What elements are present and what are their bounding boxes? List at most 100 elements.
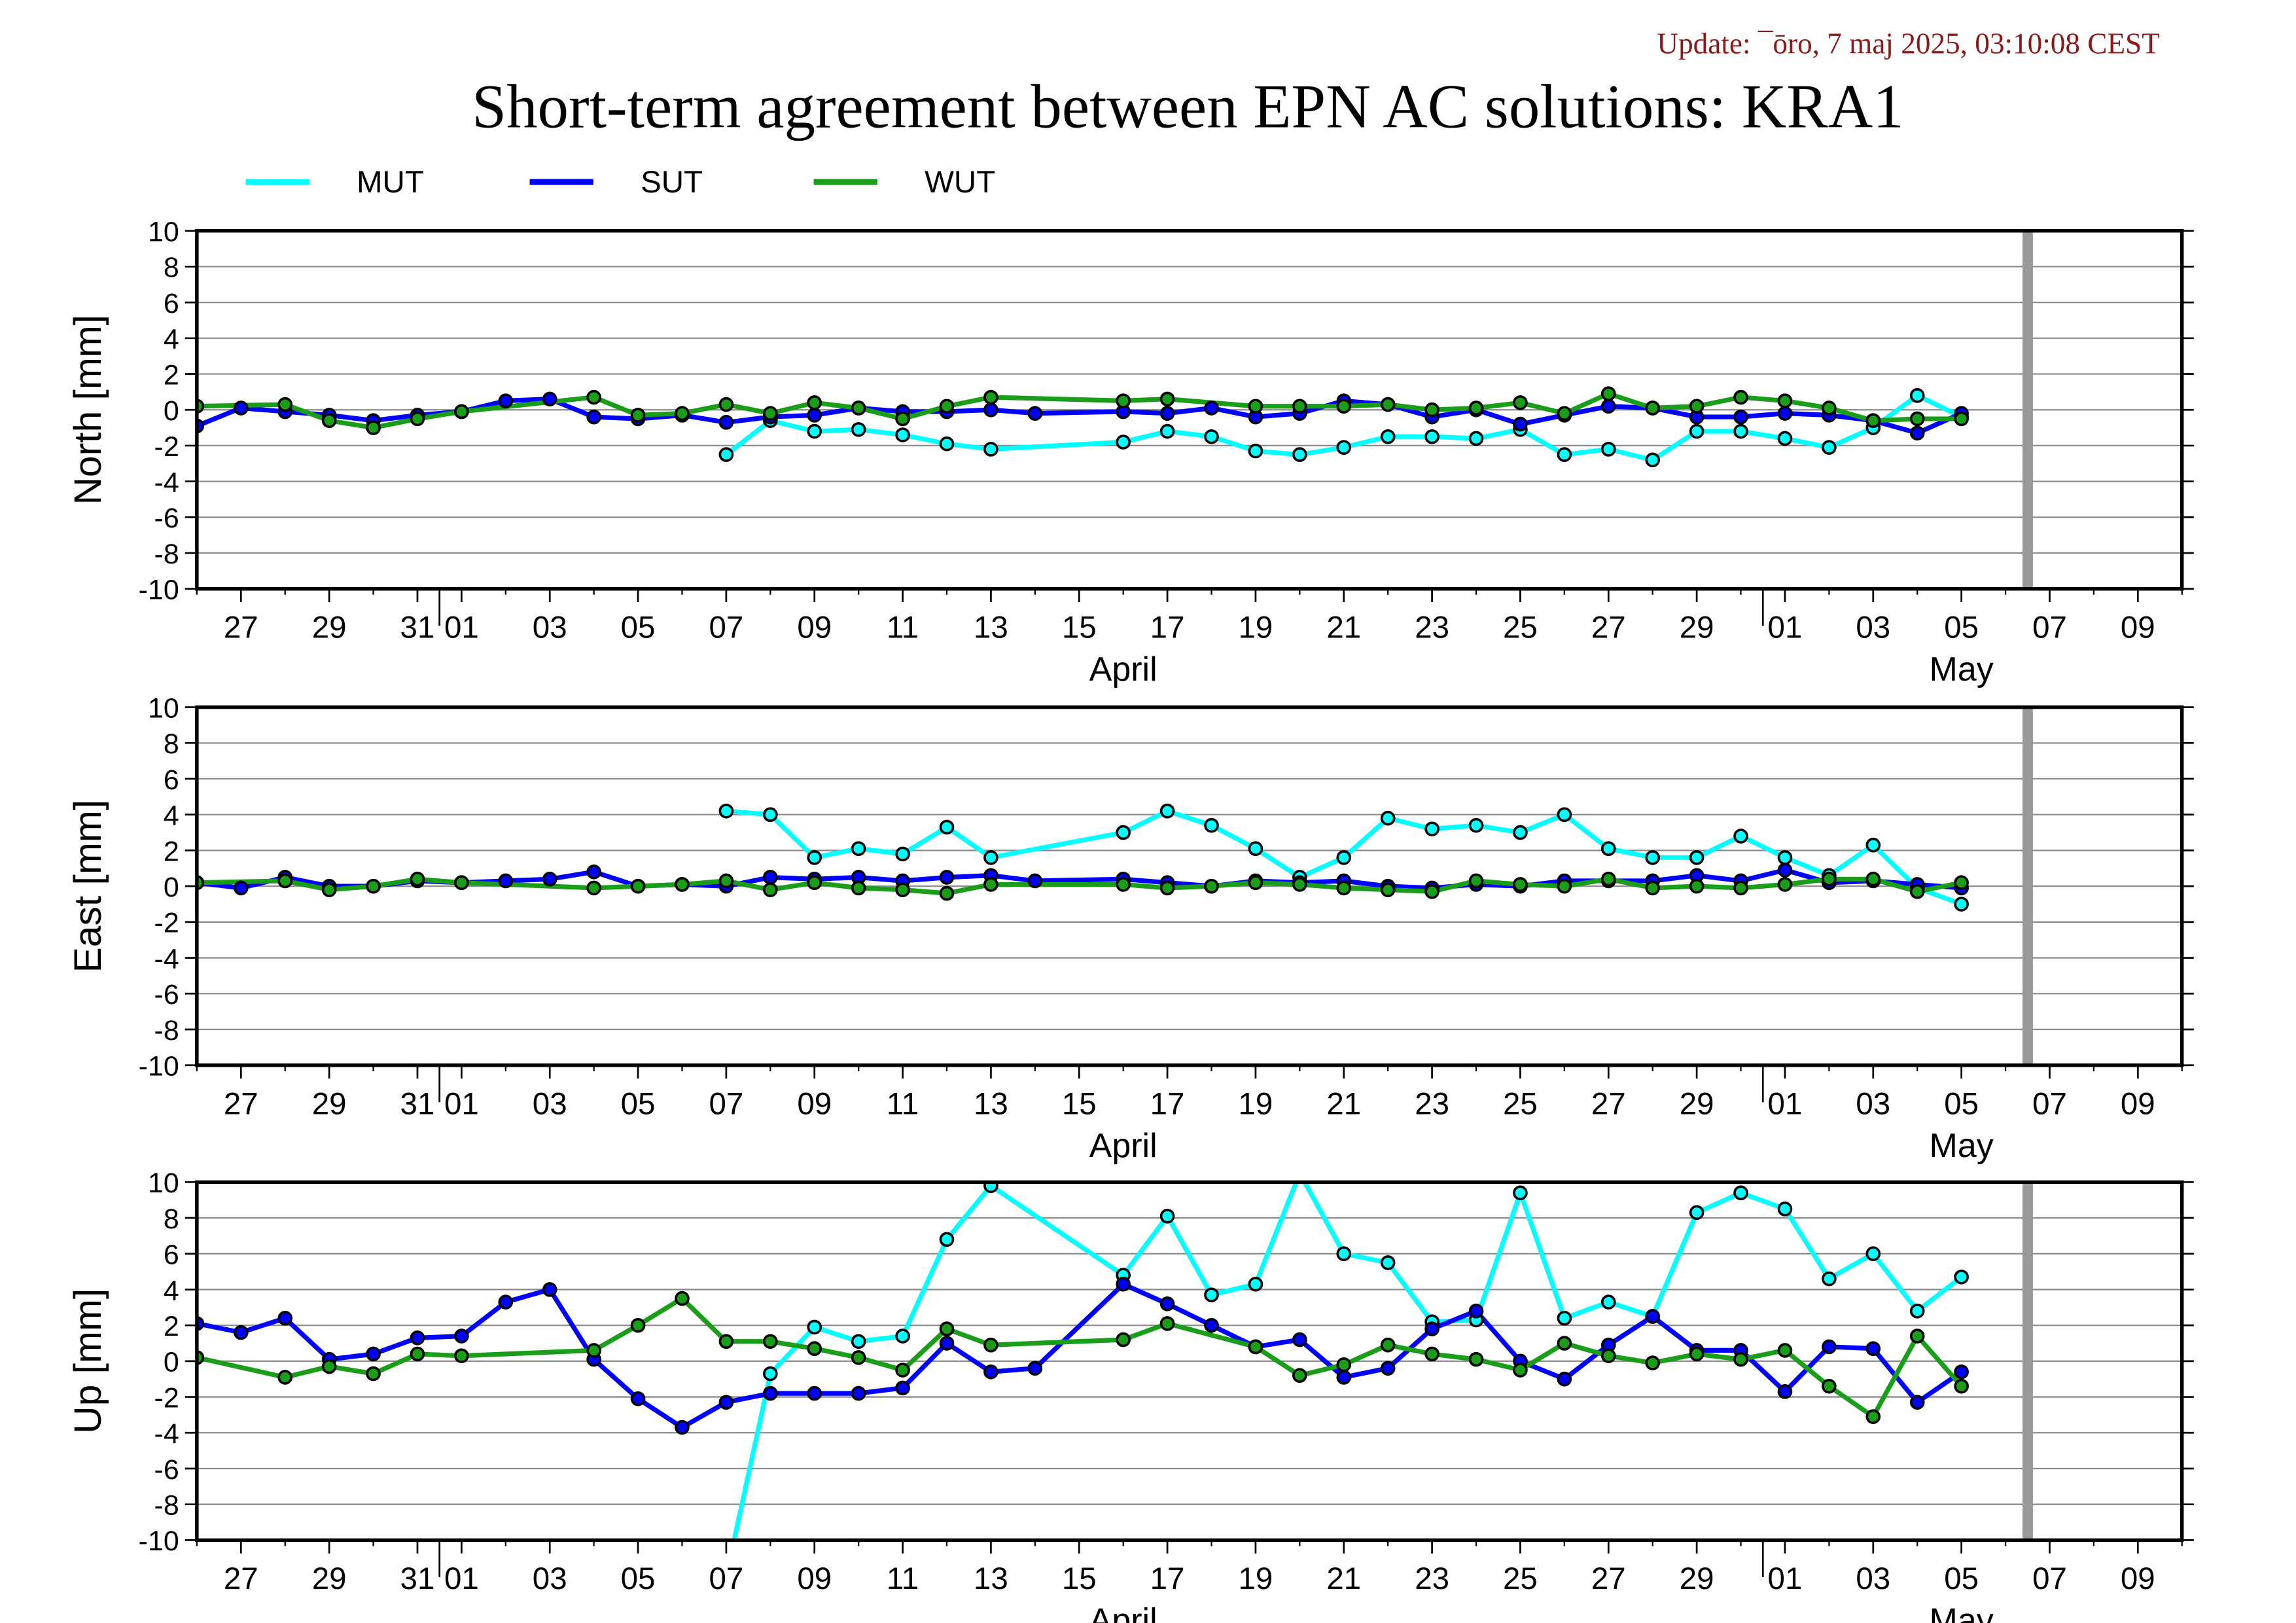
y-tick-label: 10 xyxy=(148,692,179,724)
x-tick-label: 07 xyxy=(2032,1086,2067,1121)
y-tick-label: 6 xyxy=(164,288,179,319)
data-point-wut xyxy=(630,1317,646,1333)
data-point-wut xyxy=(1248,875,1263,890)
data-point-sut xyxy=(1027,873,1043,889)
data-point-sut xyxy=(895,1380,910,1396)
x-tick-label: 01 xyxy=(1768,610,1803,645)
x-tick-label: 03 xyxy=(1856,610,1890,645)
y-tick-label: 10 xyxy=(148,1168,179,1199)
y-tick-label: -2 xyxy=(154,1382,179,1414)
data-point-wut xyxy=(718,873,734,889)
x-tick-label: 09 xyxy=(797,610,832,645)
data-point-wut xyxy=(586,389,601,405)
data-point-mut xyxy=(1600,841,1616,857)
data-point-wut xyxy=(718,1334,734,1349)
x-tick-label: 27 xyxy=(1591,610,1626,645)
y-axis-label: North [mm] xyxy=(67,315,109,505)
data-point-wut xyxy=(1380,1337,1396,1353)
series-group xyxy=(196,386,1969,468)
x-tick-label: 03 xyxy=(1856,1086,1890,1121)
data-point-mut xyxy=(763,807,778,823)
plot-frame xyxy=(195,1180,2184,1543)
y-tick-label: -6 xyxy=(154,503,179,534)
x-tick-label: 13 xyxy=(974,1086,1008,1121)
data-point-mut xyxy=(1777,1202,1793,1217)
data-point-wut xyxy=(1865,413,1881,428)
x-tick-label: 05 xyxy=(621,610,656,645)
data-point-wut xyxy=(454,1348,469,1363)
data-point-wut xyxy=(1248,1339,1263,1355)
data-point-mut xyxy=(983,1182,998,1194)
data-point-wut xyxy=(1336,880,1352,896)
today-marker xyxy=(2022,230,2033,589)
data-point-wut xyxy=(630,408,646,423)
y-tick-label: 8 xyxy=(164,252,179,283)
y-tick-label: -2 xyxy=(154,431,179,463)
x-tick-label: 27 xyxy=(224,1561,258,1596)
data-point-wut xyxy=(763,1334,778,1349)
y-tick-label: 10 xyxy=(148,216,179,247)
data-point-mut xyxy=(895,427,910,442)
data-point-wut xyxy=(1733,880,1748,896)
data-point-mut xyxy=(1822,440,1837,455)
data-point-wut xyxy=(1689,1346,1704,1362)
data-point-wut xyxy=(1777,1343,1793,1358)
data-point-mut xyxy=(939,1232,955,1247)
x-tick-label: 27 xyxy=(224,610,258,645)
series-line-wut xyxy=(196,876,1962,896)
data-point-sut xyxy=(1424,1321,1439,1336)
data-point-wut xyxy=(895,1363,910,1378)
data-point-mut xyxy=(939,436,955,452)
data-point-wut xyxy=(1822,1378,1837,1394)
x-tick-label: 03 xyxy=(533,1561,567,1596)
y-tick-label: -8 xyxy=(154,539,179,570)
data-point-mut xyxy=(1204,817,1219,833)
data-point-wut xyxy=(1204,878,1219,894)
data-point-mut xyxy=(1204,1287,1219,1302)
data-point-wut xyxy=(675,406,690,421)
data-point-wut xyxy=(1380,397,1396,412)
month-label: May xyxy=(1930,651,1994,688)
x-tick-label: 25 xyxy=(1503,610,1538,645)
data-point-wut xyxy=(454,404,469,419)
data-point-mut xyxy=(1865,1246,1881,1262)
data-point-mut xyxy=(1557,447,1572,462)
data-point-wut xyxy=(1468,401,1484,416)
data-point-mut xyxy=(1468,817,1484,833)
month-label: April xyxy=(1089,1602,1157,1623)
data-point-sut xyxy=(1159,1296,1175,1311)
data-point-wut xyxy=(1116,877,1131,892)
data-point-sut xyxy=(233,401,249,416)
data-point-wut xyxy=(807,395,822,410)
data-point-wut xyxy=(410,411,425,427)
data-point-mut xyxy=(1645,850,1661,865)
x-tick-label: 19 xyxy=(1239,610,1273,645)
data-point-sut xyxy=(1159,406,1175,421)
data-point-sut xyxy=(542,1282,557,1297)
data-point-mut xyxy=(1557,1310,1572,1326)
y-tick-label: 0 xyxy=(164,395,179,427)
data-point-sut xyxy=(498,393,514,408)
data-point-wut xyxy=(1513,395,1528,410)
x-tick-label: 23 xyxy=(1415,1086,1449,1121)
data-point-wut xyxy=(939,885,955,901)
data-point-mut xyxy=(1689,1205,1704,1221)
data-point-mut xyxy=(1380,1255,1396,1270)
y-tick-label: -8 xyxy=(154,1490,179,1522)
data-point-wut xyxy=(1645,1355,1661,1370)
x-tick-label: 05 xyxy=(1944,1086,1979,1121)
data-point-mut xyxy=(1204,429,1219,444)
x-tick-label: 23 xyxy=(1415,1561,1449,1596)
data-point-sut xyxy=(851,1385,866,1401)
data-point-wut xyxy=(1292,399,1307,414)
x-tick-label: 19 xyxy=(1239,1561,1273,1596)
y-tick-label: 4 xyxy=(164,800,179,832)
data-point-mut xyxy=(1116,435,1131,450)
data-point-mut xyxy=(851,841,866,857)
data-point-mut xyxy=(1733,423,1748,439)
data-point-sut xyxy=(1777,1384,1793,1399)
data-point-sut xyxy=(1865,1341,1881,1357)
data-point-sut xyxy=(939,870,955,885)
data-point-sut xyxy=(233,1325,249,1340)
data-point-wut xyxy=(1424,1346,1439,1362)
